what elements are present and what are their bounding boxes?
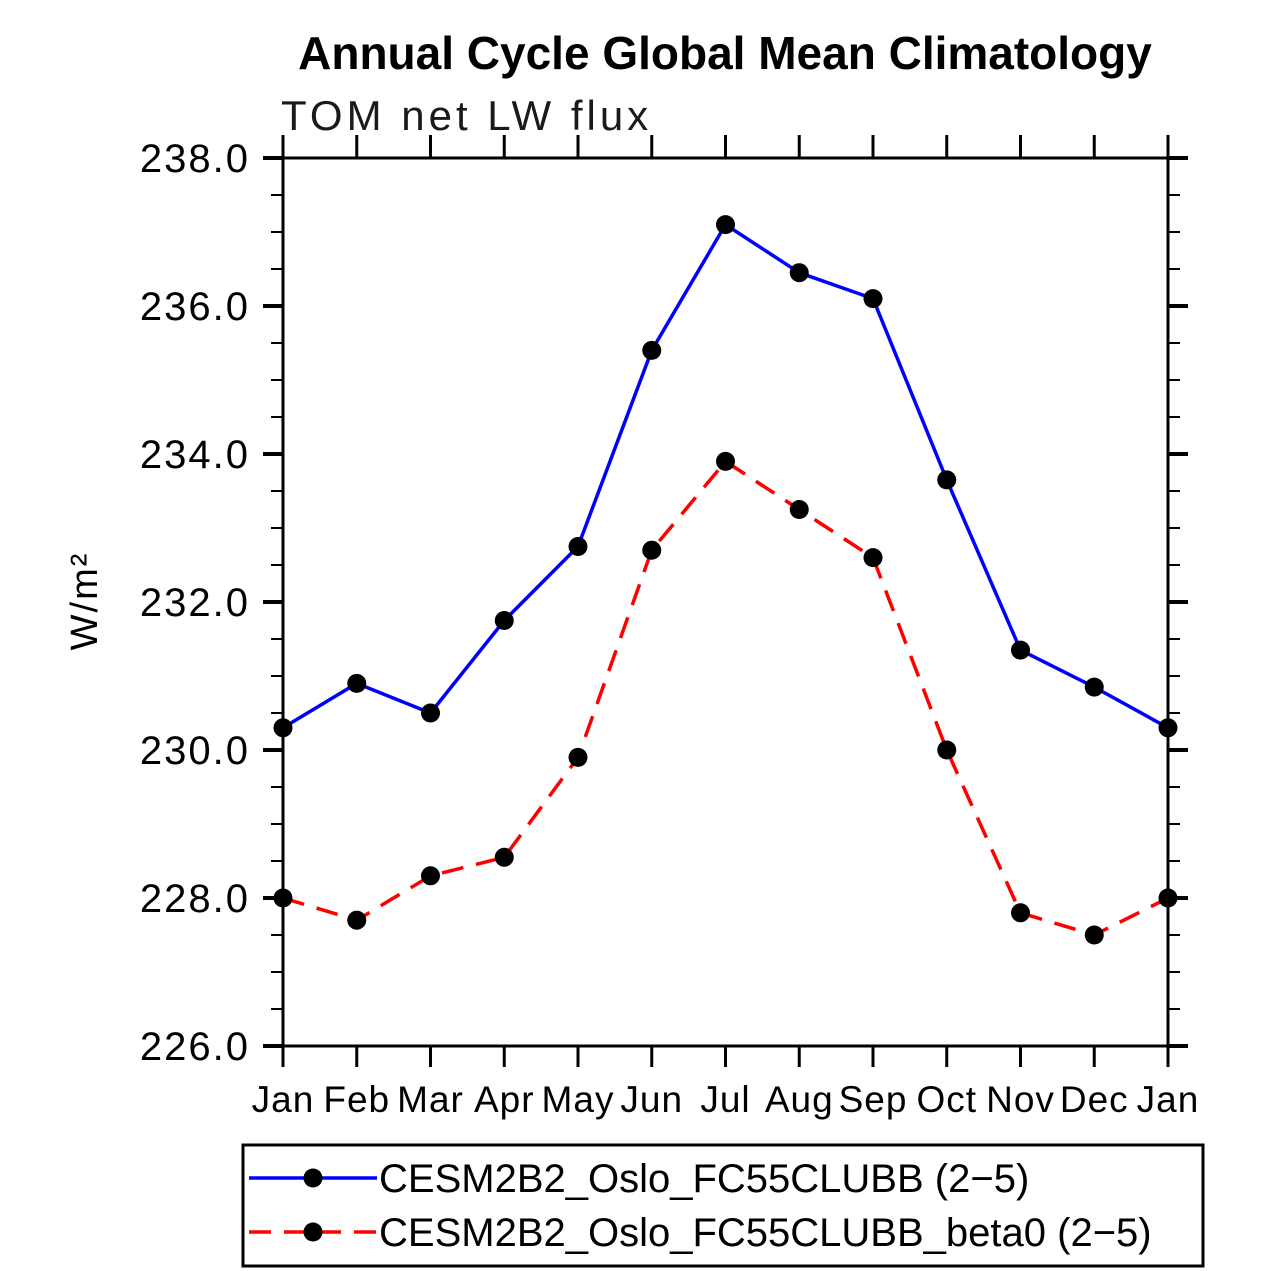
x-tick-label: Jan — [1137, 1079, 1200, 1120]
data-point-marker — [1011, 640, 1030, 660]
data-point-marker — [789, 263, 809, 283]
data-point-marker — [716, 451, 735, 471]
legend: CESM2B2_Oslo_FC55CLUBB (2−5) CESM2B2_Oslo… — [241, 1143, 1205, 1268]
series-line-1 — [282, 222, 1169, 730]
y-axis-label: W/m² — [64, 552, 106, 651]
data-point-marker — [273, 888, 293, 908]
data-point-marker — [421, 866, 440, 886]
chart-subtitle: TOM net LW flux — [281, 92, 652, 139]
data-point-marker — [1158, 888, 1178, 908]
data-point-marker — [642, 540, 662, 560]
x-tick-label: Mar — [397, 1079, 464, 1120]
legend-marker — [303, 1222, 323, 1242]
x-tick-label: Nov — [986, 1079, 1055, 1120]
x-tick-label: Dec — [1060, 1079, 1129, 1120]
x-tick-label: Jan — [252, 1079, 315, 1120]
data-point-marker — [789, 500, 809, 519]
x-tick-label: Jul — [700, 1079, 750, 1120]
y-tick-label: 234.0 — [140, 433, 250, 477]
y-tick-label: 238.0 — [140, 137, 250, 181]
x-tick-label: Jun — [620, 1079, 683, 1120]
data-point-marker — [347, 910, 367, 930]
chart-title: Annual Cycle Global Mean Climatology — [298, 27, 1152, 79]
y-tick-label: 236.0 — [140, 285, 250, 329]
plot-box — [281, 156, 1170, 1048]
legend-label: CESM2B2_Oslo_FC55CLUBB_beta0 (2−5) — [379, 1211, 1152, 1255]
data-point-marker — [642, 340, 662, 360]
y-tick-label: 226.0 — [140, 1025, 250, 1069]
data-point-marker — [568, 537, 588, 556]
x-tick-label: Aug — [765, 1079, 834, 1120]
data-point-marker — [494, 611, 514, 630]
legend-box — [241, 1143, 1205, 1268]
y-tick-label: 232.0 — [140, 581, 250, 625]
legend-marker — [303, 1168, 323, 1188]
data-point-marker — [273, 718, 293, 738]
data-point-marker — [1011, 903, 1030, 923]
data-point-marker — [863, 289, 883, 309]
x-tick-label: Oct — [916, 1079, 977, 1120]
data-point-marker — [421, 703, 440, 723]
x-tick-label: Apr — [474, 1079, 535, 1120]
x-tick-label: Feb — [323, 1079, 390, 1120]
data-point-marker — [937, 470, 957, 490]
y-tick-label: 230.0 — [140, 729, 250, 773]
data-point-marker — [1084, 925, 1104, 945]
series-line-2 — [282, 459, 1169, 937]
data-point-marker — [494, 847, 514, 867]
y-tick-label: 228.0 — [140, 877, 250, 921]
data-point-marker — [716, 215, 735, 235]
data-point-marker — [1158, 718, 1178, 738]
data-point-marker — [1084, 677, 1104, 697]
data-point-marker — [568, 747, 588, 767]
data-point-marker — [347, 673, 367, 693]
x-tick-label: Sep — [839, 1079, 908, 1120]
legend-label: CESM2B2_Oslo_FC55CLUBB (2−5) — [379, 1157, 1029, 1201]
x-tick-label: May — [542, 1079, 615, 1120]
data-point-marker — [863, 548, 883, 568]
data-point-marker — [937, 740, 957, 760]
